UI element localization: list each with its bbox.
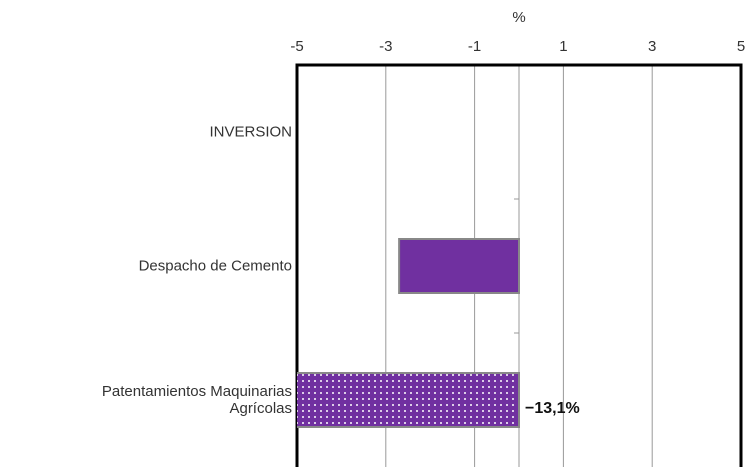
x-tick-label: 1 bbox=[559, 38, 567, 55]
x-tick-label: -1 bbox=[468, 38, 481, 55]
plot-frame bbox=[295, 63, 743, 467]
value-label: −13,1% bbox=[525, 400, 580, 417]
x-tick-label: 5 bbox=[737, 38, 745, 55]
bars bbox=[297, 238, 521, 428]
bar bbox=[297, 372, 521, 428]
y-tick-label: Despacho de Cemento bbox=[138, 257, 292, 275]
x-tick-label: -5 bbox=[290, 38, 303, 55]
x-tick-label: 3 bbox=[648, 38, 656, 55]
bar bbox=[398, 238, 520, 294]
x-tick-label: -3 bbox=[379, 38, 392, 55]
y-tick-label: Patentamientos Maquinarias Agrícolas bbox=[101, 383, 292, 417]
y-tick-label: INVERSION bbox=[209, 123, 292, 141]
x-axis-label: % bbox=[512, 9, 525, 26]
